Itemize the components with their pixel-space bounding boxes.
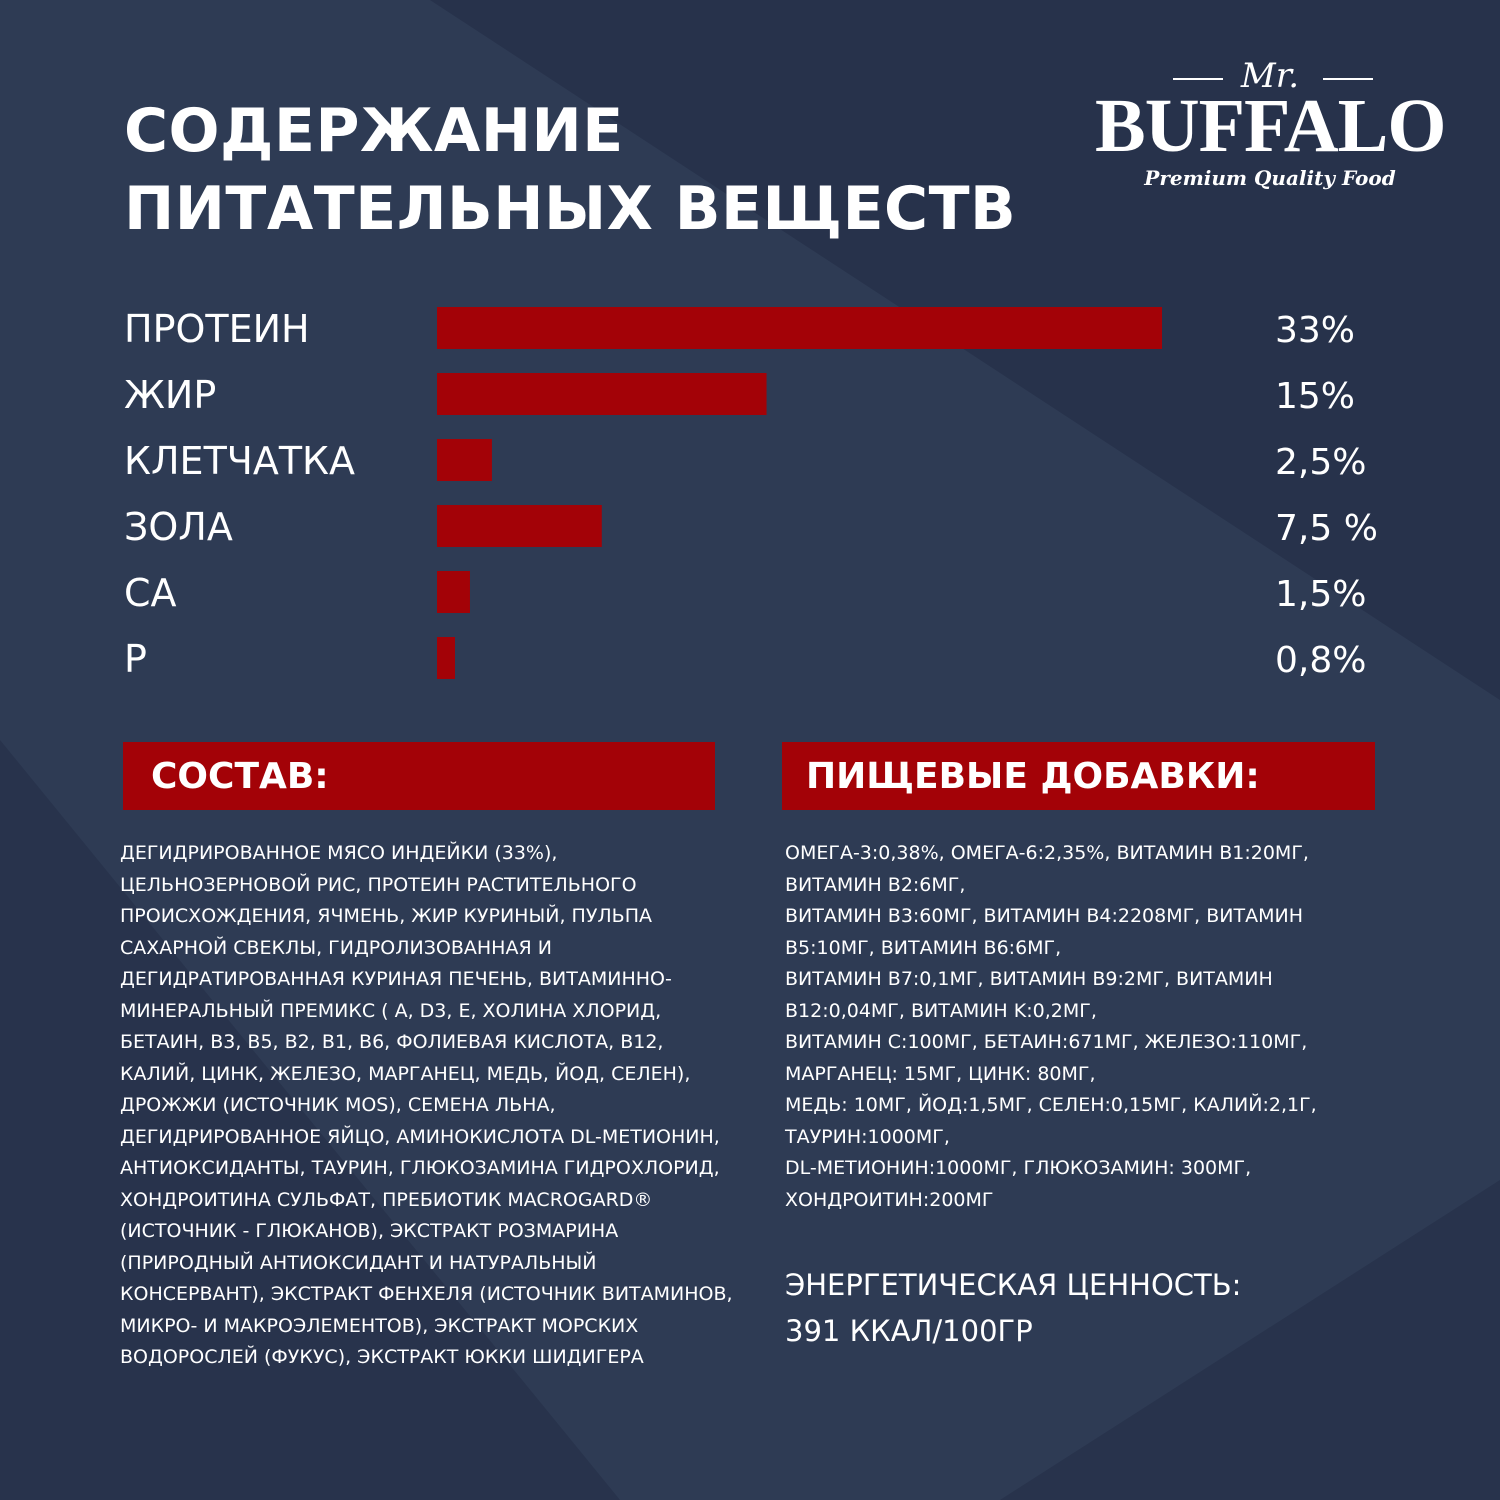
- nutrient-bar-chart: ПРОТЕИН 33% ЖИР 15% КЛЕТЧАТКА 2,5% ЗОЛА 7,5 % CA…: [124, 307, 1378, 681]
- energy-label: ЭНЕРГЕТИЧЕСКАЯ ЦЕННОСТЬ:: [785, 1268, 1242, 1302]
- additive-line: ТАУРИН:1000МГ,: [785, 1125, 950, 1148]
- energy-value-block: ЭНЕРГЕТИЧЕСКАЯ ЦЕННОСТЬ: 391 ККАЛ/100ГР: [785, 1262, 1241, 1354]
- value-label: 15%: [1275, 376, 1355, 417]
- category-label: ПРОТЕИН: [124, 307, 310, 351]
- page-title: СОДЕРЖАНИЕ ПИТАТЕЛЬНЫХ ВЕЩЕСТВ: [124, 92, 1016, 248]
- logo-right-rule: [1323, 78, 1373, 80]
- additive-line: МЕДЬ: 10МГ, ЙОД:1,5МГ, СЕЛЕН:0,15МГ, КАЛ…: [785, 1094, 1317, 1116]
- page-title-line-2: ПИТАТЕЛЬНЫХ ВЕЩЕСТВ: [124, 174, 1017, 244]
- category-label: ЗОЛА: [124, 505, 233, 549]
- additive-line: ВИТАМИН B7:0,1МГ, ВИТАМИН B9:2МГ, ВИТАМИ…: [785, 968, 1273, 990]
- energy-value: 391 ККАЛ/100ГР: [785, 1314, 1033, 1348]
- category-label: КЛЕТЧАТКА: [124, 439, 355, 483]
- composition-heading: СОСТАВ:: [151, 756, 329, 797]
- additive-line: ХОНДРОИТИН:200МГ: [785, 1188, 994, 1211]
- page-title-line-1: СОДЕРЖАНИЕ: [124, 96, 624, 166]
- logo-brand-text: BUFFALO: [1095, 84, 1446, 168]
- additive-line: ВИТАМИН C:100МГ, БЕТАИН:671МГ, ЖЕЛЕЗО:11…: [785, 1031, 1308, 1053]
- composition-banner: СОСТАВ:: [123, 742, 715, 810]
- additives-heading: ПИЩЕВЫЕ ДОБАВКИ:: [806, 756, 1260, 797]
- bar: [437, 571, 470, 613]
- additive-line: ОМЕГА-3:0,38%, ОМЕГА-6:2,35%, ВИТАМИН B1…: [785, 842, 1309, 864]
- value-label: 33%: [1275, 310, 1355, 351]
- category-label: ЖИР: [124, 373, 216, 417]
- bar: [437, 373, 767, 415]
- value-label: 2,5%: [1275, 442, 1366, 483]
- additive-line: DL-МЕТИОНИН:1000МГ, ГЛЮКОЗАМИН: 300МГ,: [785, 1157, 1252, 1179]
- additive-line: МАРГАНЕЦ: 15МГ, ЦИНК: 80МГ,: [785, 1062, 1096, 1085]
- additives-banner: ПИЩЕВЫЕ ДОБАВКИ:: [782, 742, 1375, 810]
- additive-line: ВИТАМИН B2:6МГ,: [785, 873, 966, 896]
- bar: [437, 307, 1162, 349]
- value-label: 7,5 %: [1275, 508, 1378, 549]
- bar: [437, 439, 492, 481]
- category-label: P: [124, 637, 147, 681]
- category-label: CA: [124, 571, 177, 615]
- logo-tagline: Premium Quality Food: [1144, 166, 1396, 190]
- additive-line: B12:0,04МГ, ВИТАМИН K:0,2МГ,: [785, 999, 1097, 1022]
- bar: [437, 505, 602, 547]
- brand-logo: Mr. BUFFALO Premium Quality Food: [1095, 56, 1446, 198]
- logo-left-rule: [1173, 78, 1223, 80]
- composition-text: ДЕГИДРИРОВАННОЕ МЯСО ИНДЕЙКИ (33%), ЦЕЛЬ…: [120, 842, 733, 1368]
- additive-line: B5:10МГ, ВИТАМИН B6:6МГ,: [785, 936, 1062, 959]
- value-label: 0,8%: [1275, 640, 1366, 681]
- logo-mr-text: Mr.: [1240, 56, 1300, 96]
- value-label: 1,5%: [1275, 574, 1366, 615]
- additive-line: ВИТАМИН B3:60МГ, ВИТАМИН B4:2208МГ, ВИТА…: [785, 905, 1304, 927]
- additives-list: ОМЕГА-3:0,38%, ОМЕГА-6:2,35%, ВИТАМИН B1…: [785, 838, 1405, 1216]
- bar: [437, 637, 455, 679]
